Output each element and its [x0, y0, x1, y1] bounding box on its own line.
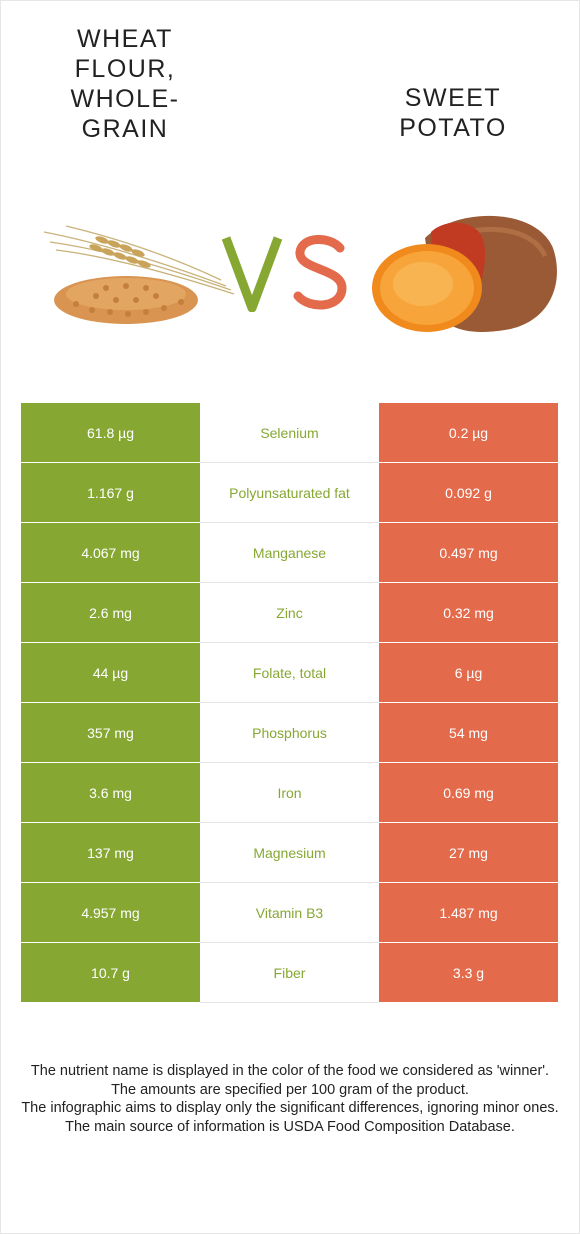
nutrient-name: Phosphorus	[200, 702, 379, 763]
sweet-potato-icon	[365, 208, 565, 343]
right-value: 27 mg	[379, 822, 558, 883]
left-value: 2.6 mg	[21, 582, 200, 643]
left-value: 4.067 mg	[21, 522, 200, 583]
note-data-source: The main source of information is USDA F…	[65, 1118, 515, 1135]
right-value: 0.092 g	[379, 462, 558, 523]
nutrient-name: Selenium	[200, 403, 379, 463]
left-value: 61.8 µg	[21, 403, 200, 463]
left-value: 10.7 g	[21, 942, 200, 1003]
left-value: 1.167 g	[21, 462, 200, 523]
right-value: 0.32 mg	[379, 582, 558, 643]
nutrient-name: Magnesium	[200, 822, 379, 883]
right-value: 6 µg	[379, 642, 558, 703]
comparison-table: 61.8 µg Selenium 0.2 µg 1.167 g Polyunsatura…	[21, 403, 558, 1003]
right-value: 0.69 mg	[379, 762, 558, 823]
footnotes: The nutrient name is displayed in the co…	[20, 1062, 560, 1136]
vs-label	[221, 232, 352, 313]
table-row: 10.7 g Fiber 3.3 g	[21, 942, 558, 1003]
right-value: 3.3 g	[379, 942, 558, 1003]
table-row: 137 mg Magnesium 27 mg	[21, 822, 558, 883]
table-row: 2.6 mg Zinc 0.32 mg	[21, 582, 558, 643]
nutrient-name: Fiber	[200, 942, 379, 1003]
wheat-grain-icon	[36, 220, 241, 330]
left-value: 3.6 mg	[21, 762, 200, 823]
nutrient-name: Vitamin B3	[200, 882, 379, 943]
left-value: 357 mg	[21, 702, 200, 763]
right-value: 54 mg	[379, 702, 558, 763]
note-significant-differences: The infographic aims to display only the…	[21, 1100, 559, 1116]
nutrient-name: Polyunsaturated fat	[200, 462, 379, 523]
note-per-100g: The amounts are specified per 100 gram o…	[111, 1081, 469, 1098]
table-row: 357 mg Phosphorus 54 mg	[21, 702, 558, 763]
nutrient-name: Folate, total	[200, 642, 379, 703]
table-row: 61.8 µg Selenium 0.2 µg	[21, 403, 558, 463]
vs-s-letter	[293, 235, 347, 310]
table-row: 4.067 mg Manganese 0.497 mg	[21, 522, 558, 583]
table-row: 44 µg Folate, total 6 µg	[21, 642, 558, 703]
table-row: 1.167 g Polyunsaturated fat 0.092 g	[21, 462, 558, 523]
left-value: 137 mg	[21, 822, 200, 883]
left-food-name: WHEAT FLOUR, WHOLE-GRAIN	[70, 25, 180, 143]
nutrient-name: Zinc	[200, 582, 379, 643]
table-row: 3.6 mg Iron 0.69 mg	[21, 762, 558, 823]
left-value: 44 µg	[21, 642, 200, 703]
table-row: 4.957 mg Vitamin B3 1.487 mg	[21, 882, 558, 943]
left-food-title: WHEAT FLOUR, WHOLE-GRAIN	[55, 24, 195, 144]
note-winner-color: The nutrient name is displayed in the co…	[30, 1063, 550, 1079]
left-value: 4.957 mg	[21, 882, 200, 943]
right-food-name: SWEET POTATO	[399, 84, 507, 142]
right-value: 0.2 µg	[379, 403, 558, 463]
nutrient-name: Iron	[200, 762, 379, 823]
nutrient-name: Manganese	[200, 522, 379, 583]
vs-v-letter	[221, 236, 283, 313]
right-food-title: SWEET POTATO	[378, 83, 528, 143]
right-value: 0.497 mg	[379, 522, 558, 583]
right-value: 1.487 mg	[379, 882, 558, 943]
